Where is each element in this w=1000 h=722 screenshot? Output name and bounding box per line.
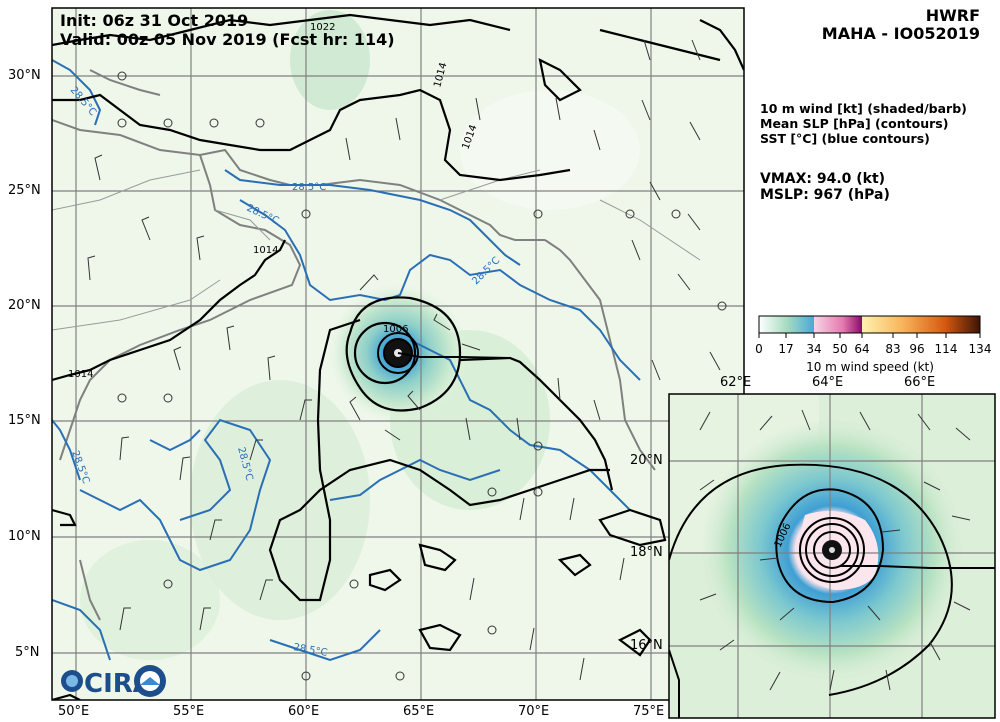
vmax-value: VMAX: 94.0 (kt) <box>760 171 886 187</box>
slp-label-1014-d: 1014 <box>68 369 93 380</box>
cbar-tick-64: 64 <box>854 342 870 356</box>
legend-sst: SST [°C] (blue contours) <box>760 131 930 146</box>
country-borders <box>52 169 701 331</box>
cbar-tick-114: 114 <box>934 342 958 356</box>
legend-slp: Mean SLP [hPa] (contours) <box>760 116 949 131</box>
slp-label-1006: 1006 <box>383 324 408 335</box>
lat-label-10N: 10°N <box>8 529 41 544</box>
slp-contours <box>52 13 744 700</box>
inset-lat-16N: 16°N <box>630 638 663 653</box>
lat-lon-grid <box>52 8 744 700</box>
cbar-tick-17: 17 <box>778 342 794 356</box>
lat-label-30N: 30°N <box>8 68 41 83</box>
init-time: Init: 06z 31 Oct 2019 <box>60 11 249 30</box>
lon-label-70E: 70°E <box>518 704 550 719</box>
inset-lon-66E: 66°E <box>904 375 936 390</box>
cbar-tick-0: 0 <box>755 342 763 356</box>
storm-track <box>397 352 511 359</box>
cbar-tick-34: 34 <box>806 342 822 356</box>
cbar-tick-96: 96 <box>909 342 925 356</box>
sst-label-1: 28.5°C <box>292 182 326 193</box>
mslp-value: MSLP: 967 (hPa) <box>760 187 890 203</box>
legend-wind: 10 m wind [kt] (shaded/barb) <box>760 101 967 116</box>
lat-label-5N: 5°N <box>15 645 40 660</box>
lat-label-15N: 15°N <box>8 413 41 428</box>
lon-label-75E: 75°E <box>633 704 665 719</box>
lat-label-20N: 20°N <box>8 298 41 313</box>
inset-lat-18N: 18°N <box>630 545 663 560</box>
cbar-tick-83: 83 <box>885 342 901 356</box>
inset-lon-62E: 62°E <box>720 375 752 390</box>
lon-label-50E: 50°E <box>58 704 90 719</box>
slp-label-1022: 1022 <box>310 22 335 33</box>
model-name: HWRF <box>925 6 980 25</box>
valid-time: Valid: 00z 05 Nov 2019 (Fcst hr: 114) <box>60 30 395 49</box>
colorbar-label: 10 m wind speed (kt) <box>806 360 934 374</box>
cbar-tick-134: 134 <box>968 342 992 356</box>
colorbar <box>758 315 981 338</box>
inset-map-frame <box>668 393 996 719</box>
inset-lat-20N: 20°N <box>630 453 663 468</box>
sst-contours <box>52 59 641 662</box>
lon-label-60E: 60°E <box>288 704 320 719</box>
inset-map <box>669 394 995 718</box>
wind-barbs <box>87 39 721 681</box>
slp-label-1014-c: 1014 <box>253 245 278 256</box>
inset-lon-64E: 64°E <box>812 375 844 390</box>
main-map-frame <box>51 7 745 701</box>
cbar-tick-50: 50 <box>832 342 848 356</box>
cira-logo: CIRA <box>61 665 166 699</box>
lon-label-55E: 55°E <box>173 704 205 719</box>
lat-label-25N: 25°N <box>8 183 41 198</box>
lon-label-65E: 65°E <box>403 704 435 719</box>
station-markers <box>117 71 727 681</box>
storm-id: MAHA - IO052019 <box>821 24 980 43</box>
